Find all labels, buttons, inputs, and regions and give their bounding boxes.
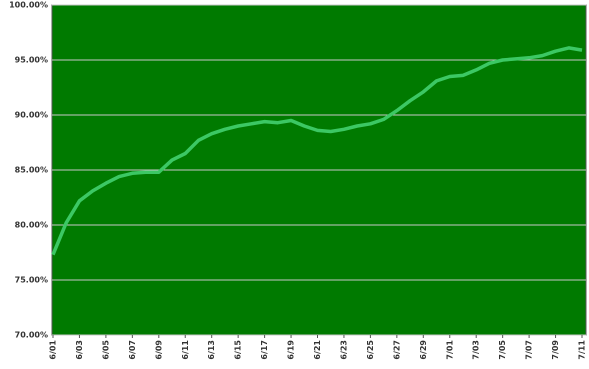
x-tick-label: 6/11 xyxy=(181,340,190,360)
y-tick-label: 85.00% xyxy=(15,166,48,175)
y-tick-label: 75.00% xyxy=(15,276,48,285)
x-tick-label: 7/01 xyxy=(445,340,454,360)
x-tick-label: 6/03 xyxy=(75,340,84,360)
x-tick-label: 6/05 xyxy=(101,340,110,360)
y-tick-label: 70.00% xyxy=(15,331,48,340)
y-tick-label: 100.00% xyxy=(9,1,48,10)
x-tick-label: 6/01 xyxy=(49,340,58,360)
data-line xyxy=(51,46,583,256)
x-tick-label: 6/15 xyxy=(234,340,243,360)
x-tick-label: 6/21 xyxy=(313,340,322,360)
y-tick-label: 90.00% xyxy=(15,111,48,120)
x-tick-label: 6/23 xyxy=(339,340,348,360)
x-tick-label: 6/19 xyxy=(287,340,296,360)
x-tick-label: 6/09 xyxy=(154,340,163,360)
x-tick-label: 6/07 xyxy=(128,340,137,360)
x-tick-label: 6/17 xyxy=(260,340,269,360)
x-tick-label: 7/07 xyxy=(525,340,534,360)
x-tick-label: 6/25 xyxy=(366,340,375,360)
y-tick-label: 95.00% xyxy=(15,56,48,65)
y-tick-label: 80.00% xyxy=(15,221,48,230)
x-tick-label: 6/27 xyxy=(392,340,401,360)
x-tick-label: 7/05 xyxy=(498,340,507,360)
x-tick-label: 7/11 xyxy=(578,340,587,360)
x-tick-label: 7/03 xyxy=(472,340,481,360)
x-tick-label: 7/09 xyxy=(551,340,560,360)
x-tick-label: 6/29 xyxy=(419,340,428,360)
x-tick-label: 6/13 xyxy=(207,340,216,360)
